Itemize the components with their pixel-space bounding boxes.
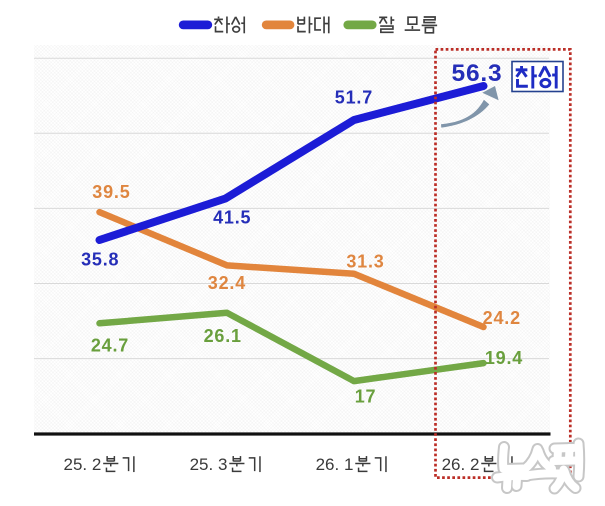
svg-text:26.1: 26.1: [204, 326, 242, 346]
svg-text:51.7: 51.7: [335, 88, 373, 108]
svg-text:39.5: 39.5: [92, 182, 130, 202]
svg-text:24.7: 24.7: [91, 335, 129, 355]
svg-text:26. 1: 26. 1: [316, 455, 354, 474]
svg-text:19.4: 19.4: [485, 348, 523, 368]
svg-text:26. 2: 26. 2: [442, 455, 480, 474]
svg-text:24.2: 24.2: [483, 308, 521, 328]
svg-text:35.8: 35.8: [81, 250, 119, 270]
svg-text:25. 2: 25. 2: [64, 455, 102, 474]
svg-text:17: 17: [355, 387, 377, 407]
svg-text:31.3: 31.3: [346, 252, 384, 272]
svg-text:41.5: 41.5: [213, 208, 251, 228]
svg-text:32.4: 32.4: [208, 273, 246, 293]
svg-text:56.3: 56.3: [452, 60, 503, 87]
svg-text:25. 3: 25. 3: [190, 455, 228, 474]
